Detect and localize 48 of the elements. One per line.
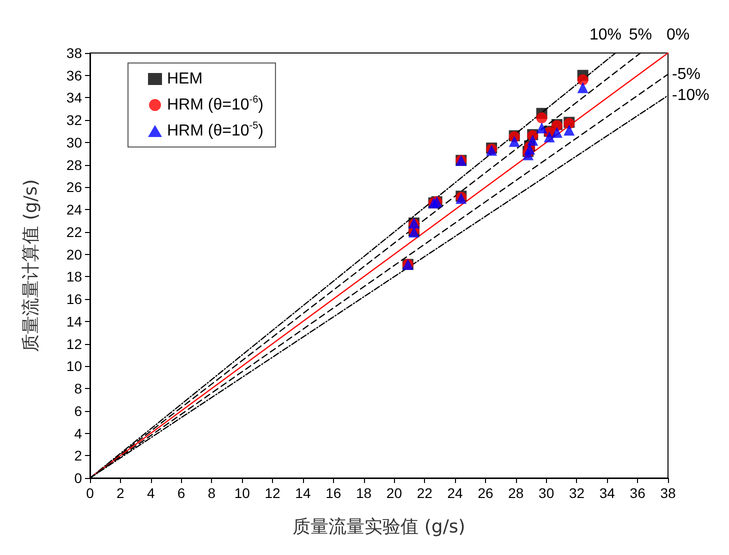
x-tick-label: 12 bbox=[264, 485, 281, 501]
x-tick-label: 30 bbox=[538, 485, 554, 501]
x-tick-label: 2 bbox=[116, 485, 125, 501]
y-tick-label: 16 bbox=[66, 291, 82, 308]
y-axis-title: 质量流量计算值 (g/s) bbox=[20, 179, 42, 352]
y-tick-label: 10 bbox=[66, 358, 82, 374]
y-tick-label: 24 bbox=[66, 202, 82, 218]
series-label: -5% bbox=[672, 66, 700, 83]
x-tick-label: 8 bbox=[208, 485, 216, 501]
y-tick-label: 22 bbox=[66, 224, 82, 240]
x-tick-label: 24 bbox=[447, 485, 464, 501]
x-tick-label: 28 bbox=[508, 485, 524, 501]
y-tick-label: 34 bbox=[66, 90, 82, 106]
x-tick-label: 34 bbox=[599, 485, 616, 501]
x-tick-label: 22 bbox=[416, 485, 433, 501]
y-tick-label: 4 bbox=[74, 425, 82, 442]
x-tick-label: 18 bbox=[356, 485, 372, 501]
y-tick-label: 2 bbox=[74, 448, 82, 464]
y-tick-label: 30 bbox=[66, 134, 82, 150]
x-tick-label: 20 bbox=[386, 485, 402, 501]
x-tick-label: 36 bbox=[630, 485, 646, 501]
series-label: 10% bbox=[590, 26, 622, 44]
x-tick-label: 10 bbox=[234, 485, 250, 501]
y-tick-label: 38 bbox=[66, 45, 82, 61]
y-tick-label: 26 bbox=[66, 179, 82, 196]
y-tick-label: 28 bbox=[66, 156, 82, 173]
y-tick-label: 6 bbox=[74, 402, 82, 419]
x-tick-label: 32 bbox=[568, 485, 585, 501]
x-tick-label: 14 bbox=[295, 485, 311, 501]
x-axis-title: 质量流量实验值 (g/s) bbox=[292, 516, 466, 538]
x-tick-label: 38 bbox=[660, 485, 676, 501]
y-tick-label: 18 bbox=[66, 268, 82, 285]
series-label: 0% bbox=[666, 26, 690, 44]
series-label: -10% bbox=[672, 87, 710, 104]
y-tick-label: 8 bbox=[74, 380, 82, 397]
x-tick-label: 4 bbox=[146, 485, 155, 501]
y-tick-label: 32 bbox=[66, 112, 82, 128]
y-tick-label: 20 bbox=[66, 246, 82, 262]
y-tick-label: 12 bbox=[66, 336, 82, 352]
x-tick-label: 16 bbox=[326, 485, 342, 501]
y-tick-label: 0 bbox=[74, 470, 82, 486]
y-tick-label: 14 bbox=[66, 313, 82, 330]
series-label: 5% bbox=[628, 26, 652, 44]
x-tick-label: 0 bbox=[86, 485, 94, 501]
x-tick-label: 6 bbox=[177, 485, 186, 501]
x-tick-label: 26 bbox=[478, 485, 494, 501]
legend-label: HEM bbox=[167, 70, 203, 88]
y-tick-label: 36 bbox=[66, 67, 82, 84]
